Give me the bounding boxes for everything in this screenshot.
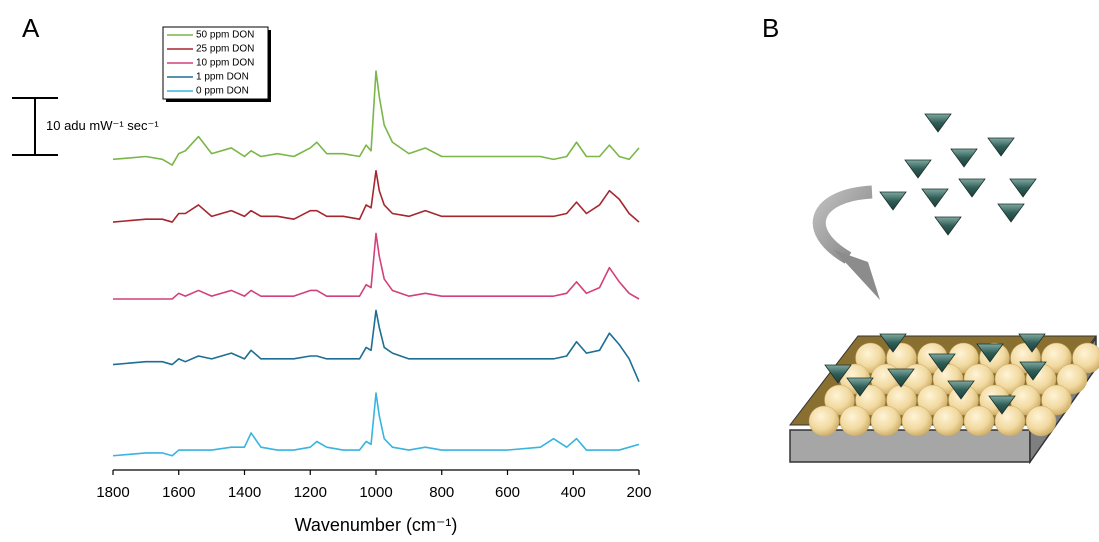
legend-label: 25 ppm DON xyxy=(196,44,254,55)
molecule xyxy=(904,159,932,179)
nanoparticle xyxy=(1072,342,1099,374)
molecule xyxy=(976,343,1004,363)
molecule xyxy=(879,333,907,353)
x-tick-label: 1600 xyxy=(162,484,195,501)
molecule xyxy=(928,353,956,373)
analyte-molecules xyxy=(824,113,1047,415)
molecule xyxy=(947,380,975,400)
spectrum-line xyxy=(112,169,640,223)
nanoparticle xyxy=(1041,342,1072,374)
molecule xyxy=(921,188,949,208)
molecule xyxy=(958,178,986,198)
spectrum-line xyxy=(112,309,640,382)
legend: 50 ppm DON 25 ppm DON 10 ppm DON 1 ppm DON 0… xyxy=(162,26,271,102)
panel-label: A xyxy=(22,13,40,43)
nanoparticle xyxy=(917,384,948,416)
gold-nanoparticles xyxy=(808,342,1099,437)
molecule xyxy=(997,203,1025,223)
nanoparticle xyxy=(963,363,995,395)
x-tick-label: 400 xyxy=(561,484,586,501)
legend-label: 10 ppm DON xyxy=(196,58,254,69)
spectrum-line xyxy=(112,392,640,457)
legend-label: 50 ppm DON xyxy=(196,30,254,41)
molecule xyxy=(987,137,1015,157)
substrate-diagram xyxy=(788,113,1099,465)
molecule xyxy=(950,148,978,168)
nanoparticle xyxy=(839,405,871,437)
x-axis-label: Wavenumber (cm⁻¹) xyxy=(295,515,458,535)
x-tick-label: 200 xyxy=(626,484,651,501)
nanoparticle xyxy=(1056,363,1088,395)
nanoparticle xyxy=(1025,405,1057,437)
molecule xyxy=(824,364,852,384)
nanoparticle xyxy=(932,405,964,437)
x-tick-label: 1800 xyxy=(96,484,129,501)
legend-label: 1 ppm DON xyxy=(196,72,249,83)
molecule xyxy=(846,377,874,397)
nanoparticle xyxy=(855,342,886,374)
molecule xyxy=(924,113,952,133)
molecule xyxy=(934,216,962,236)
arrow-head xyxy=(834,250,880,300)
nanoparticle xyxy=(1041,384,1072,416)
scale-bar-label: 10 adu mW⁻¹ sec⁻¹ xyxy=(46,118,159,133)
x-tick-label: 800 xyxy=(429,484,454,501)
molecule xyxy=(1009,178,1037,198)
x-tick-label: 1200 xyxy=(294,484,327,501)
nanoparticle xyxy=(963,405,995,437)
molecule xyxy=(879,191,907,211)
molecule xyxy=(1019,361,1047,381)
spectrum-line xyxy=(112,70,640,166)
nanoparticle xyxy=(901,405,933,437)
spectrum-line xyxy=(113,232,640,300)
nanoparticle xyxy=(808,405,840,437)
x-tick-label: 1000 xyxy=(359,484,392,501)
molecule xyxy=(988,395,1016,415)
molecule xyxy=(887,368,915,388)
legend-label: 0 ppm DON xyxy=(196,86,249,97)
x-tick-label: 1400 xyxy=(228,484,261,501)
nanoparticle xyxy=(994,363,1026,395)
panel-label: B xyxy=(762,13,779,43)
nanoparticle xyxy=(870,405,902,437)
arrow xyxy=(812,185,873,264)
nanoparticle xyxy=(824,384,855,416)
x-tick-label: 600 xyxy=(495,484,520,501)
molecule xyxy=(1018,333,1046,353)
